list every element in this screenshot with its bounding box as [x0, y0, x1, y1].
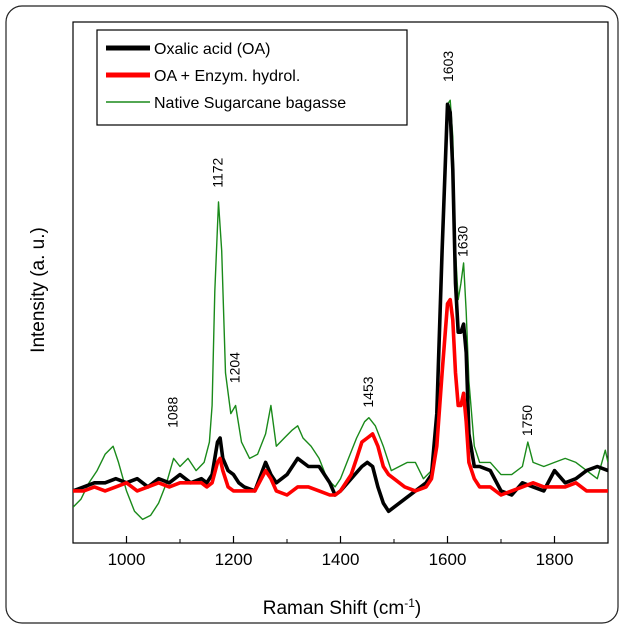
- x-axis-title: Raman Shift (cm-1): [263, 596, 421, 619]
- series-line-2: [73, 297, 608, 497]
- x-tick-label: 1600: [429, 550, 467, 569]
- peak-label: 1603: [440, 51, 456, 82]
- legend: Oxalic acid (OA) OA + Enzym. hydrol. Nativ…: [96, 29, 408, 126]
- legend-label: Native Sugarcane bagasse: [154, 95, 346, 112]
- series-layer: [73, 99, 608, 521]
- legend-label: OA + Enzym. hydrol.: [154, 68, 300, 85]
- y-axis-title: Intensity (a. u.): [28, 227, 49, 353]
- peak-label: 1172: [210, 157, 226, 187]
- legend-label: Oxalic acid (OA): [154, 41, 270, 58]
- x-tick-label: 1000: [108, 550, 146, 569]
- x-axis-ticks: 1000 1200 1400 1600 1800: [72, 536, 609, 569]
- peak-annotations: 1088 1172 1204 1453 1603 1630 1750: [165, 51, 535, 436]
- series-line-1: [73, 102, 608, 514]
- peak-label: 1204: [227, 352, 243, 383]
- series-line-3: [73, 99, 608, 521]
- legend-items: Oxalic acid (OA) OA + Enzym. hydrol. Nativ…: [106, 41, 346, 112]
- outer-border: [5, 5, 619, 624]
- x-tick-label: 1200: [215, 550, 253, 569]
- peak-label: 1750: [519, 405, 535, 436]
- peak-label: 1453: [360, 376, 376, 407]
- x-tick-label: 1800: [536, 550, 574, 569]
- x-tick-label: 1400: [322, 550, 360, 569]
- peak-label: 1088: [165, 397, 181, 428]
- peak-label: 1630: [455, 226, 471, 257]
